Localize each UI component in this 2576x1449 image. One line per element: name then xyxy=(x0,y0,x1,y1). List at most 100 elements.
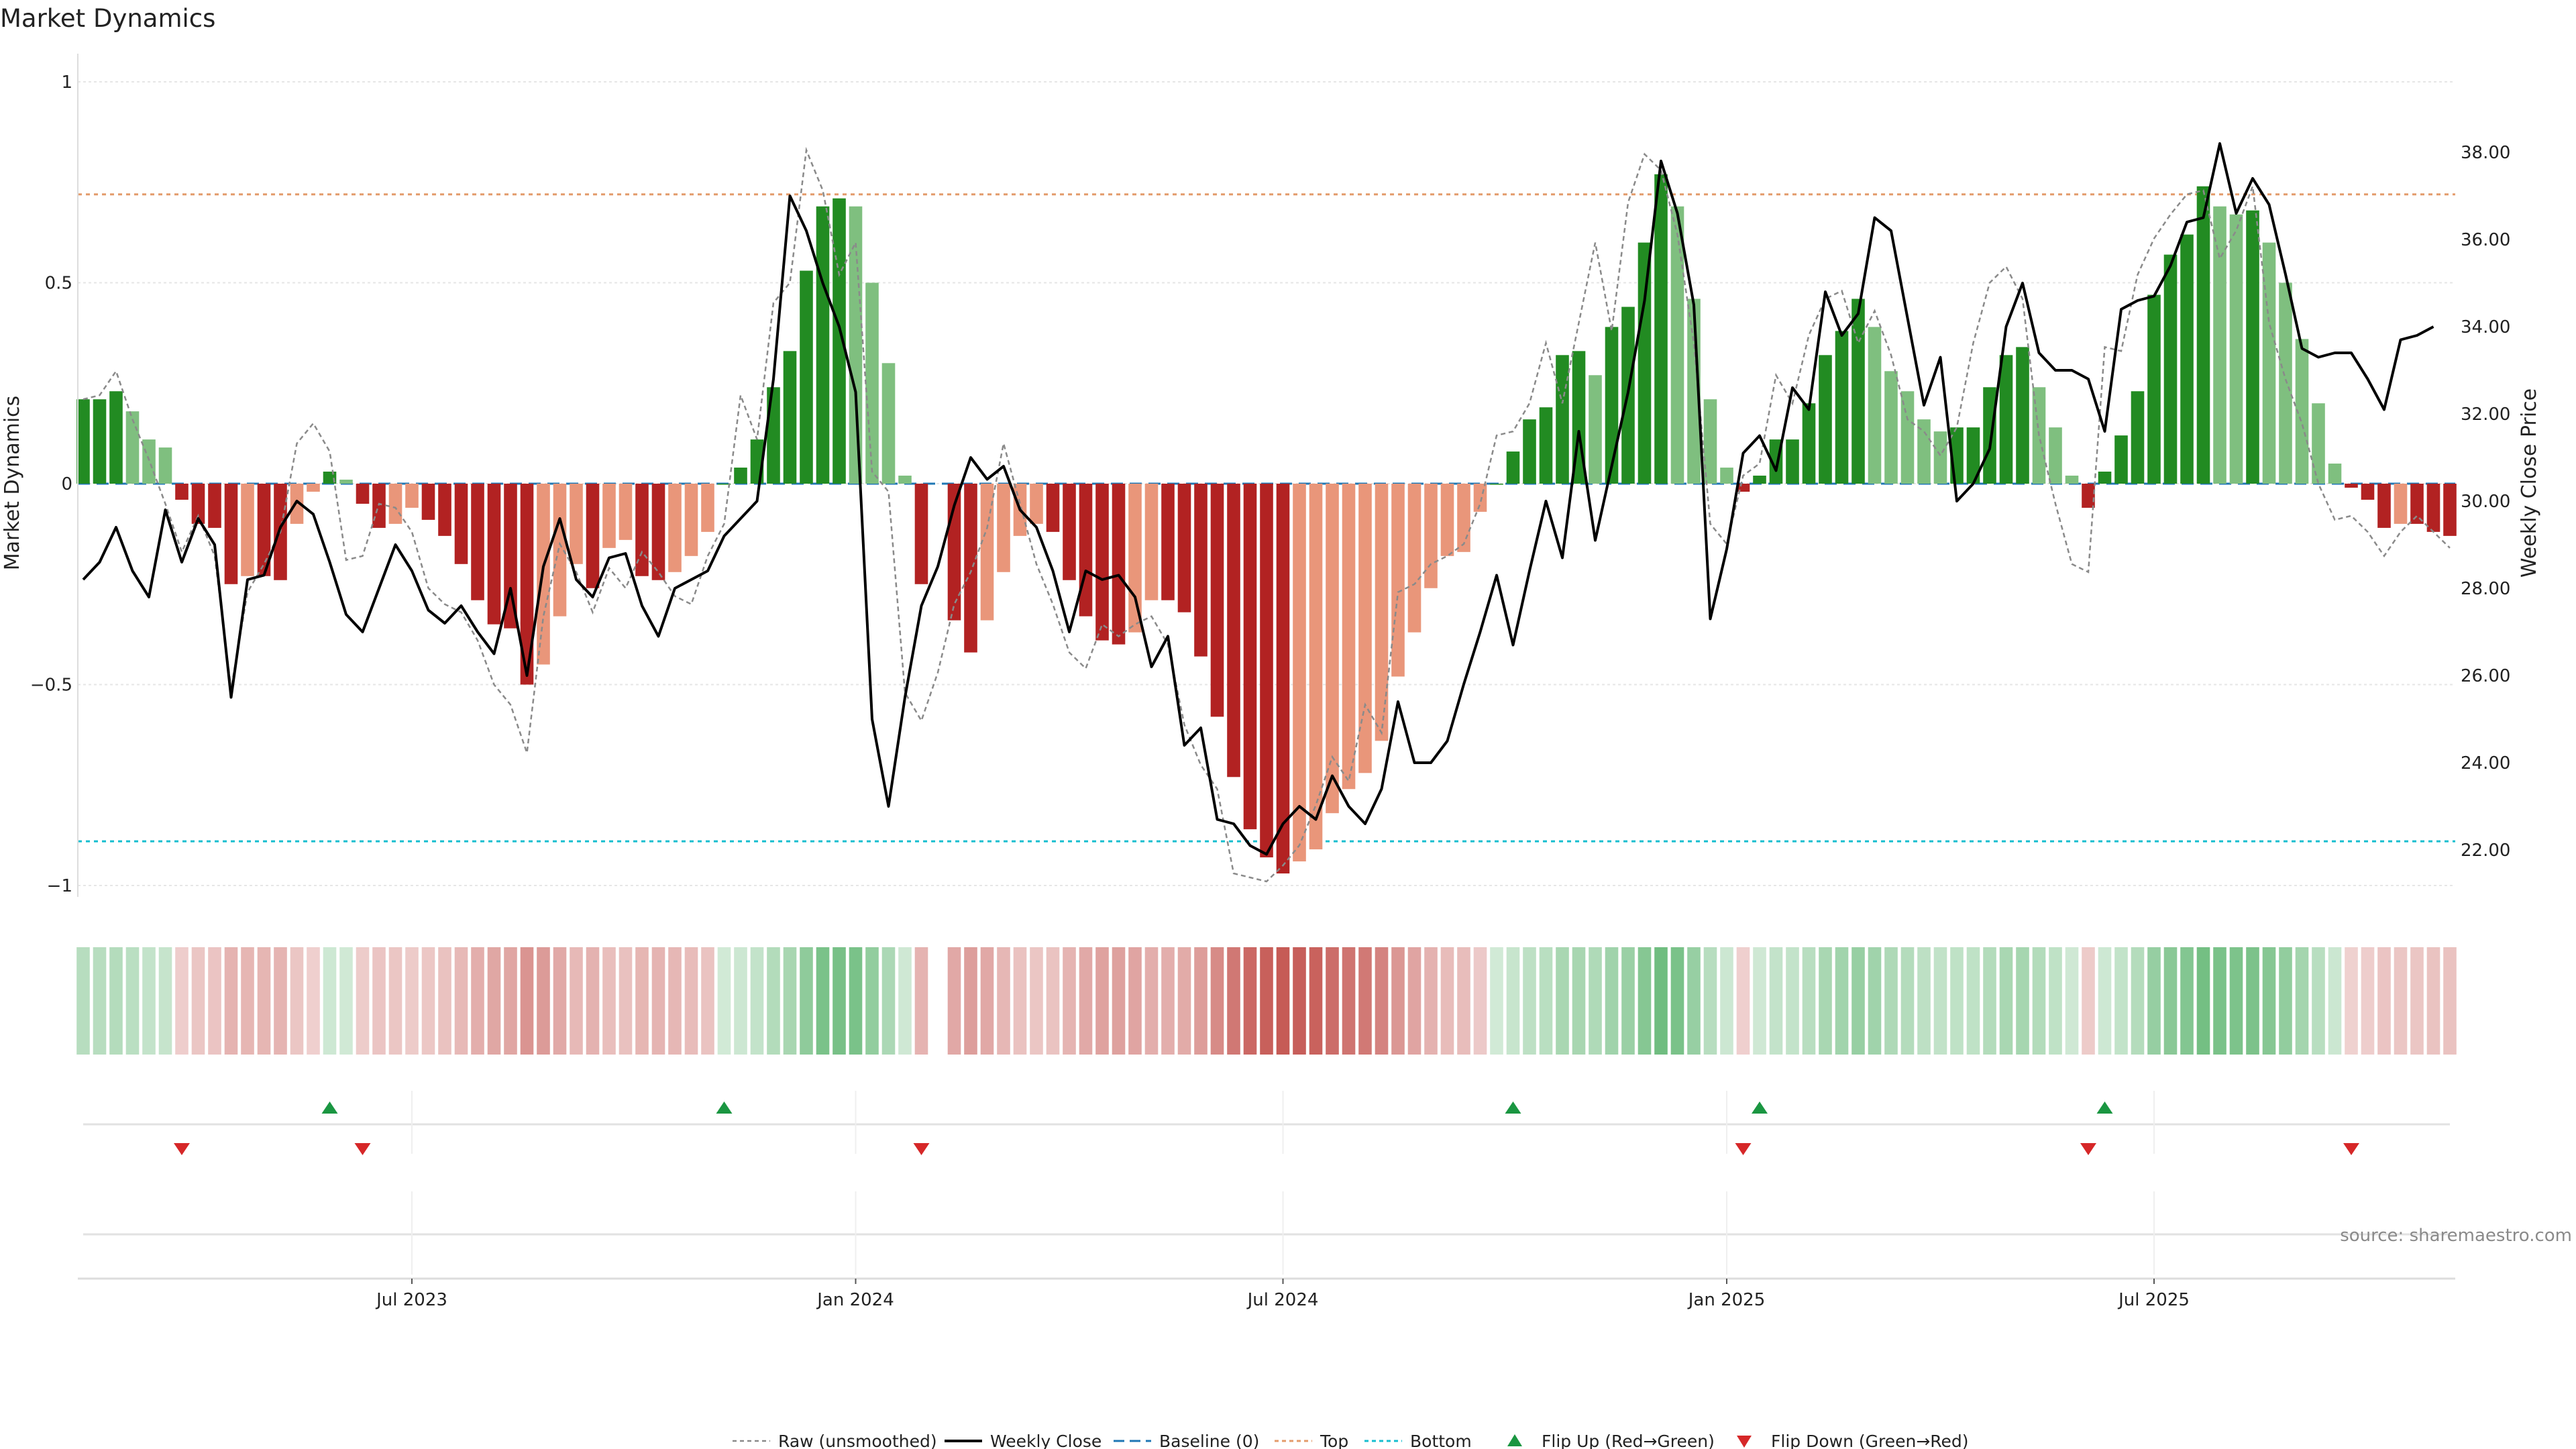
heat-cell xyxy=(158,947,172,1055)
heat-cell xyxy=(2361,947,2375,1055)
heat-cell xyxy=(2131,947,2145,1055)
dynamics-bar xyxy=(1802,403,1816,484)
heat-cell xyxy=(1621,947,1635,1055)
flip-down-marker xyxy=(354,1143,371,1155)
dynamics-bar xyxy=(1095,484,1109,641)
heat-cell xyxy=(1473,947,1487,1055)
dynamics-bar xyxy=(1457,484,1470,552)
dynamics-bar xyxy=(1210,484,1224,717)
dynamics-bar xyxy=(1407,484,1421,633)
dynamics-bar xyxy=(1703,399,1717,484)
heat-cell xyxy=(307,947,320,1055)
dynamics-bar xyxy=(1194,484,1208,657)
heat-cell xyxy=(1030,947,1043,1055)
dynamics-bar xyxy=(2262,242,2276,484)
heat-cell xyxy=(1999,947,2013,1055)
dynamics-bar xyxy=(2328,464,2342,484)
dynamics-bar xyxy=(1983,387,1996,484)
dynamics-bar xyxy=(1786,439,1799,484)
legend-flip-down-swatch xyxy=(1737,1436,1752,1448)
dynamics-bar xyxy=(1046,484,1060,532)
dynamics-bar xyxy=(2196,186,2210,484)
heat-cell xyxy=(1851,947,1865,1055)
dynamics-bar xyxy=(142,439,156,484)
dynamics-bar xyxy=(471,484,484,600)
dynamics-bar xyxy=(224,484,238,584)
dynamics-bar xyxy=(2082,484,2095,508)
dynamics-bar xyxy=(2295,339,2309,484)
dynamics-bar xyxy=(1835,331,1849,484)
heat-cell xyxy=(602,947,616,1055)
heat-cell xyxy=(1161,947,1175,1055)
dynamics-bar xyxy=(1342,484,1356,790)
legend-raw-item: Raw (unsmoothed) xyxy=(733,1432,937,1449)
heat-cell xyxy=(1210,947,1224,1055)
heat-cell xyxy=(1539,947,1553,1055)
heat-cell xyxy=(684,947,698,1055)
heat-cell xyxy=(1786,947,1799,1055)
dynamics-bar xyxy=(553,484,567,616)
dynamics-bar xyxy=(1670,206,1684,484)
dynamics-bar xyxy=(1227,484,1240,777)
dynamics-bar xyxy=(668,484,682,572)
heat-cell xyxy=(93,947,107,1055)
x-tick-label: Jul 2024 xyxy=(1246,1290,1319,1310)
heat-cell xyxy=(504,947,517,1055)
flip-up-marker xyxy=(716,1102,733,1114)
dynamics-bar xyxy=(1276,484,1290,874)
dynamics-bar xyxy=(2229,214,2243,484)
dynamics-bar xyxy=(2410,484,2424,524)
dynamics-bar xyxy=(1030,484,1043,524)
heat-cell xyxy=(1063,947,1076,1055)
heat-cell xyxy=(1917,947,1931,1055)
heat-cell xyxy=(1276,947,1290,1055)
heat-cell xyxy=(750,947,764,1055)
dynamics-bar xyxy=(1490,484,1503,485)
dynamics-bar xyxy=(1868,327,1882,484)
dynamics-bar xyxy=(1900,391,1915,484)
heat-cell xyxy=(1144,947,1159,1055)
heat-cell xyxy=(1177,947,1191,1055)
heat-cell xyxy=(833,947,846,1055)
flip-up-marker xyxy=(321,1102,338,1114)
flip-down-marker xyxy=(2343,1143,2359,1155)
heat-cell xyxy=(438,947,451,1055)
heat-cell xyxy=(586,947,600,1055)
right-tick-label: 36.00 xyxy=(2461,230,2510,250)
heat-cell xyxy=(2163,947,2178,1055)
price-lines xyxy=(82,142,2451,883)
heat-cell xyxy=(553,947,567,1055)
dynamics-bar xyxy=(2345,484,2358,488)
dynamics-bar xyxy=(1112,484,1126,645)
dynamics-bar xyxy=(175,484,189,500)
dynamics-bar xyxy=(2377,484,2391,528)
heat-cell xyxy=(1243,947,1257,1055)
dynamics-bar xyxy=(1556,355,1569,484)
x-tick-label: Jul 2023 xyxy=(375,1290,447,1310)
dynamics-bar xyxy=(717,484,731,485)
dynamics-bar xyxy=(1539,407,1553,484)
dynamics-bar xyxy=(1144,484,1159,600)
dynamics-bar xyxy=(783,351,797,484)
heat-cell xyxy=(1326,947,1339,1055)
heat-cell xyxy=(898,947,912,1055)
heat-cell xyxy=(2377,947,2391,1055)
heat-cell xyxy=(1687,947,1701,1055)
heat-cell xyxy=(2016,947,2029,1055)
heat-cell xyxy=(1835,947,1849,1055)
dynamics-bar xyxy=(1440,484,1454,556)
heat-cell xyxy=(1802,947,1816,1055)
heat-cell xyxy=(1638,947,1652,1055)
heat-cell xyxy=(224,947,238,1055)
dynamics-bar xyxy=(800,270,813,484)
heat-cell xyxy=(881,947,896,1055)
heat-cell xyxy=(1095,947,1109,1055)
dynamics-bar xyxy=(849,206,863,484)
heat-cell xyxy=(2065,947,2079,1055)
dynamics-bar xyxy=(1063,484,1076,580)
flip-up-marker xyxy=(1505,1102,1521,1114)
dynamics-bar xyxy=(881,363,896,484)
dynamics-bar xyxy=(2147,294,2161,484)
heat-cell xyxy=(1819,947,1832,1055)
dynamics-bar xyxy=(1605,327,1619,484)
